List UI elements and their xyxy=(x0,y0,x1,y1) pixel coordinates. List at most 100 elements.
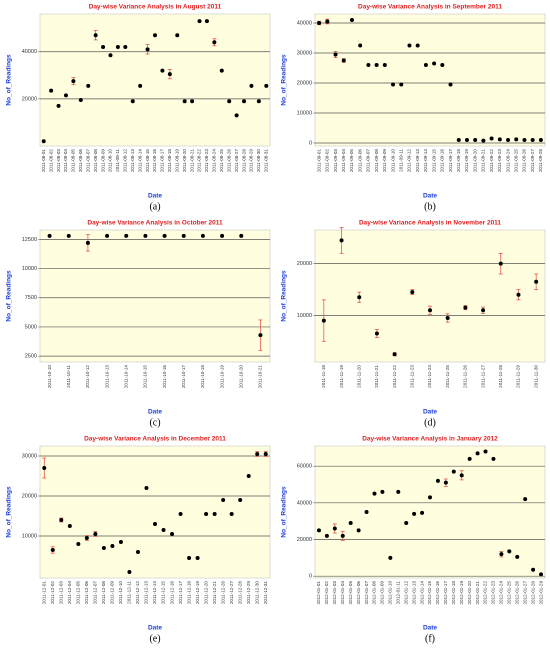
x-tick-label: 2011-11-27 xyxy=(480,365,485,388)
data-point xyxy=(382,63,387,67)
data-point xyxy=(475,451,480,456)
data-point xyxy=(464,138,469,142)
data-point xyxy=(78,98,83,103)
x-tick-label: 2011-08-15 xyxy=(145,149,150,173)
data-point xyxy=(67,524,72,528)
y-tick-label: 10000 xyxy=(22,533,37,539)
x-tick-label: 2011-12-29 xyxy=(246,581,251,605)
data-point xyxy=(522,138,527,142)
data-point xyxy=(348,521,353,525)
data-point xyxy=(538,138,543,142)
data-point xyxy=(123,45,128,49)
x-tick-label: 2011-12-27 xyxy=(229,581,234,605)
data-point xyxy=(85,240,90,245)
data-point xyxy=(372,491,377,496)
data-point xyxy=(514,137,519,142)
x-tick-label: 2012-01-11 xyxy=(395,581,400,605)
data-point xyxy=(239,233,244,238)
data-point xyxy=(143,233,148,238)
data-point xyxy=(443,480,448,485)
x-axis-label: Date xyxy=(423,193,437,200)
data-point xyxy=(356,528,361,533)
x-tick-label: 2011-09-20 xyxy=(472,149,477,173)
data-point xyxy=(234,113,239,118)
x-tick-label: 2011-10-16 xyxy=(162,365,167,389)
data-point xyxy=(489,136,494,141)
x-tick-label: 2012-01-17 xyxy=(443,581,448,605)
data-point xyxy=(428,495,432,500)
y-axis-label: No_of_Readings xyxy=(6,270,13,322)
x-tick-label: 2011-09-22 xyxy=(489,149,494,173)
plot-background xyxy=(314,13,546,147)
x-tick-label: 2011-08-14 xyxy=(137,149,142,173)
x-tick-label: 2011-12-11 xyxy=(127,581,132,604)
x-tick-label: 2011-08-09 xyxy=(100,149,105,173)
data-point xyxy=(506,138,511,142)
x-tick-label: 2011-11-28 xyxy=(498,365,503,388)
data-point xyxy=(50,548,55,552)
x-tick-label: 2011-12-19 xyxy=(195,581,200,605)
data-point xyxy=(66,233,71,238)
x-tick-label: 2012-01-10 xyxy=(388,581,393,605)
x-tick-label: 2011-09-21 xyxy=(481,149,486,173)
data-point xyxy=(530,138,535,142)
x-axis-label: Date xyxy=(423,409,437,416)
x-tick-label: 2011-10-20 xyxy=(238,365,243,389)
y-tick-label: 5000 xyxy=(25,324,37,330)
x-tick-label: 2011-09-05 xyxy=(349,149,354,173)
x-tick-label: 2011-11-25 xyxy=(445,365,450,388)
chart-title: Day-wise Variance Analysis in November 2… xyxy=(359,220,501,227)
x-tick-label: 2011-10-14 xyxy=(123,365,128,389)
data-point xyxy=(459,473,464,478)
data-point xyxy=(339,238,344,243)
x-tick-label: 2011-09-17 xyxy=(448,149,453,173)
data-point xyxy=(195,556,200,560)
y-tick-label: 0 xyxy=(309,574,312,580)
data-point xyxy=(451,469,456,474)
x-tick-label: 2012-01-26 xyxy=(514,581,519,605)
x-tick-label: 2011-11-21 xyxy=(374,365,379,388)
data-point xyxy=(316,528,321,533)
x-tick-label: 2012-01-01 xyxy=(316,581,321,605)
x-tick-label: 2011-10-21 xyxy=(258,365,263,389)
y-tick-label: 40000 xyxy=(297,20,312,26)
x-tick-label: 2012-01-06 xyxy=(356,581,361,605)
plot-background xyxy=(39,445,271,579)
data-point xyxy=(264,83,269,88)
data-point xyxy=(167,72,172,77)
x-tick-label: 2011-12-31 xyxy=(263,581,268,605)
data-point xyxy=(220,233,225,238)
data-point xyxy=(263,452,268,456)
x-tick-label: 2011-12-18 xyxy=(186,581,191,605)
x-tick-label: 2011-08-02 xyxy=(48,149,53,173)
x-tick-label: 2011-08-13 xyxy=(130,149,135,173)
x-tick-label: 2012-01-23 xyxy=(491,581,496,605)
x-tick-label: 2011-09-12 xyxy=(407,149,412,173)
data-point xyxy=(204,19,209,24)
data-point xyxy=(366,63,371,67)
x-tick-label: 2012-01-09 xyxy=(380,581,385,605)
plot-background xyxy=(314,445,546,579)
x-tick-label: 2011-08-27 xyxy=(234,149,239,173)
y-tick-label: 20000 xyxy=(297,80,312,86)
data-point xyxy=(249,83,254,88)
x-tick-label: 2011-11-23 xyxy=(410,365,415,388)
data-point xyxy=(467,456,472,461)
y-tick-label: 40000 xyxy=(297,500,312,506)
x-tick-label: 2011-09-19 xyxy=(464,149,469,173)
data-point xyxy=(200,233,205,238)
x-tick-label: 2011-12-14 xyxy=(152,581,157,605)
chart-title: Day-wise Variance Analysis in December 2… xyxy=(84,436,226,443)
x-tick-label: 2012-01-22 xyxy=(483,581,488,605)
x-tick-label: 2012-01-20 xyxy=(467,581,472,605)
data-point xyxy=(399,82,404,87)
y-tick-label: 10000 xyxy=(297,110,312,116)
caption: (f) xyxy=(425,633,435,644)
data-point xyxy=(170,532,175,536)
x-tick-label: 2011-08-20 xyxy=(182,149,187,173)
data-point xyxy=(445,316,450,320)
x-tick-label: 2011-09-28 xyxy=(538,149,543,173)
data-point xyxy=(432,61,437,66)
x-tick-label: 2011-09-07 xyxy=(366,149,371,173)
y-tick-label: 20000 xyxy=(22,493,37,499)
